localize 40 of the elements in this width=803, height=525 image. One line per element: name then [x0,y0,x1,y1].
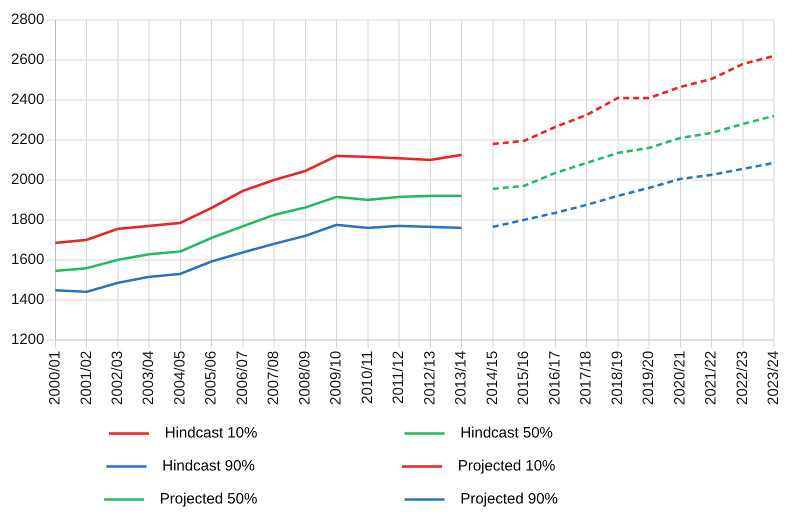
legend-label: Hindcast 90% [154,458,384,475]
x-tick-label: 2023/24 [765,350,782,406]
x-tick-label: 2002/03 [109,350,126,406]
y-tick-label: 2000 [10,171,44,188]
legend-label: Projected 90% [452,490,688,508]
x-tick-label: 2003/04 [140,350,158,406]
x-tick-label: 2022/23 [734,350,751,406]
x-tick-label: 2015/16 [515,350,532,406]
y-tick-label: 1400 [10,290,44,308]
x-tick-label: 2014/15 [484,350,501,406]
x-tick-label: 2009/10 [328,350,345,406]
x-tick-label: 2021/22 [702,350,720,406]
x-tick-label: 2001/02 [78,350,95,406]
x-tick-label: 2005/06 [202,350,220,406]
y-tick-label: 1800 [10,211,44,228]
legend-label: Projected 50% [151,490,387,508]
y-tick-label: 2200 [10,131,44,148]
x-tick-label: 2006/07 [234,350,251,406]
x-tick-label: 2012/13 [421,350,438,406]
x-tick-label: 2007/08 [265,350,282,406]
x-tick-label: 2011/12 [390,350,408,404]
x-tick-label: 2016/17 [546,350,564,406]
x-tick-label: 2008/09 [296,350,314,406]
y-tick-label: 2600 [10,51,44,68]
legend-label: Projected 10% [449,458,685,475]
x-tick-label: 2019/20 [640,350,658,406]
x-tick-label: 2018/19 [608,350,626,406]
y-tick-label: 2800 [10,11,44,28]
line-series [492,114,776,190]
y-tick-label: 1200 [10,330,44,348]
x-tick-label: 2013/14 [452,350,470,406]
x-tick-label: 2017/18 [578,350,595,406]
legend-label: Hindcast 50% [452,424,682,442]
y-tick-label: 1600 [10,250,44,268]
x-tick-label: 2010/11 [358,350,376,404]
x-tick-label: 2004/05 [171,350,188,406]
x-tick-label: 2020/21 [671,350,688,406]
legend-label: Hindcast 10% [156,424,386,442]
x-tick-label: 2000/01 [46,350,64,406]
y-tick-label: 2400 [10,91,44,108]
